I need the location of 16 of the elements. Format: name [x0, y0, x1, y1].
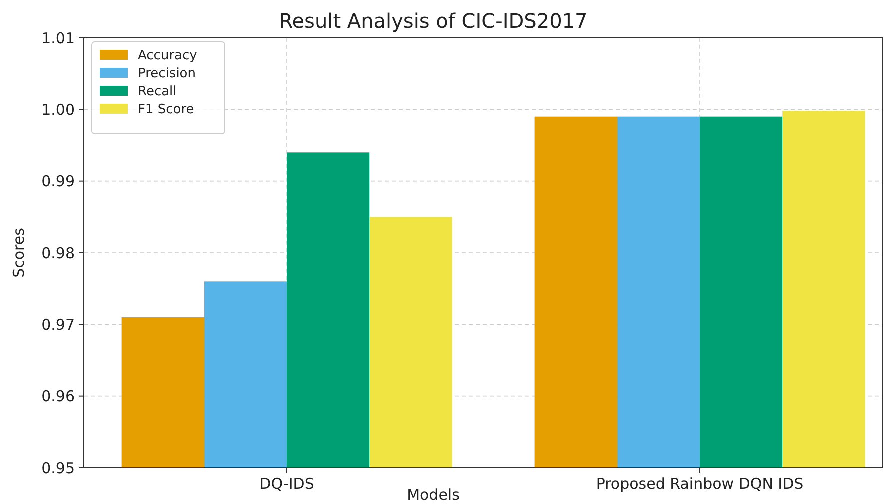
x-tick-label: DQ-IDS: [260, 475, 314, 493]
legend-label: F1 Score: [138, 102, 194, 118]
x-axis-title: Models: [407, 486, 460, 504]
legend-label: Accuracy: [138, 48, 198, 64]
y-tick-label: 1.00: [42, 100, 75, 119]
y-tick-label: 0.97: [42, 316, 75, 334]
legend-label: Recall: [138, 84, 177, 100]
y-tick-label: 0.99: [42, 172, 75, 191]
y-tick-label: 0.98: [42, 244, 75, 262]
chart-title: Result Analysis of CIC-IDS2017: [279, 9, 588, 33]
legend-label: Precision: [138, 66, 196, 82]
y-tick-label: 0.95: [42, 459, 75, 478]
y-tick-label: 1.01: [42, 29, 75, 48]
y-tick-label: 0.96: [42, 388, 75, 406]
y-axis-title: Scores: [10, 228, 28, 278]
x-tick-label: Proposed Rainbow DQN IDS: [596, 475, 804, 493]
